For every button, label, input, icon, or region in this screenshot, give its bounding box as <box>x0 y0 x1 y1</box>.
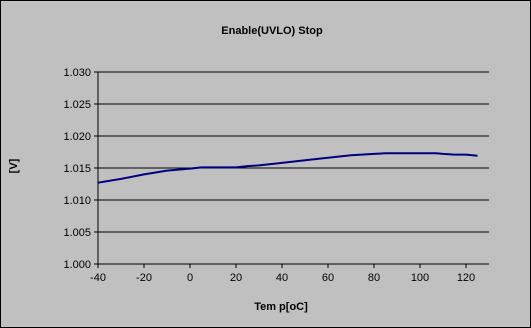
x-tick-labels: -40 -20 0 20 40 60 80 100 120 <box>90 272 475 284</box>
x-tick-label: 20 <box>230 272 242 284</box>
x-tick-label: 40 <box>276 272 288 284</box>
axes <box>94 71 489 268</box>
y-tick-labels: 1.000 1.005 1.010 1.015 1.020 1.025 1.030 <box>63 67 91 271</box>
y-tick-label: 1.010 <box>63 195 91 207</box>
x-tick-label: 60 <box>322 272 334 284</box>
y-tick-label: 1.005 <box>63 227 91 239</box>
x-tick-label: -40 <box>90 272 106 284</box>
x-axis-label: Tem p[oC] <box>254 301 308 313</box>
y-tick-label: 1.020 <box>63 131 91 143</box>
y-tick-label: 1.025 <box>63 99 91 111</box>
y-axis-label: [V] <box>8 158 20 173</box>
x-tick-label: -20 <box>136 272 152 284</box>
x-tick-label: 100 <box>411 272 429 284</box>
series-line <box>97 152 478 184</box>
chart-title: Enable(UVLO) Stop <box>221 25 323 37</box>
series <box>97 152 478 184</box>
x-tick-label: 120 <box>457 272 475 284</box>
x-tick-label: 80 <box>368 272 380 284</box>
y-tick-label: 1.000 <box>63 259 91 271</box>
y-tick-label: 1.015 <box>63 163 91 175</box>
x-tick-label: 0 <box>187 272 193 284</box>
y-tick-label: 1.030 <box>63 67 91 79</box>
